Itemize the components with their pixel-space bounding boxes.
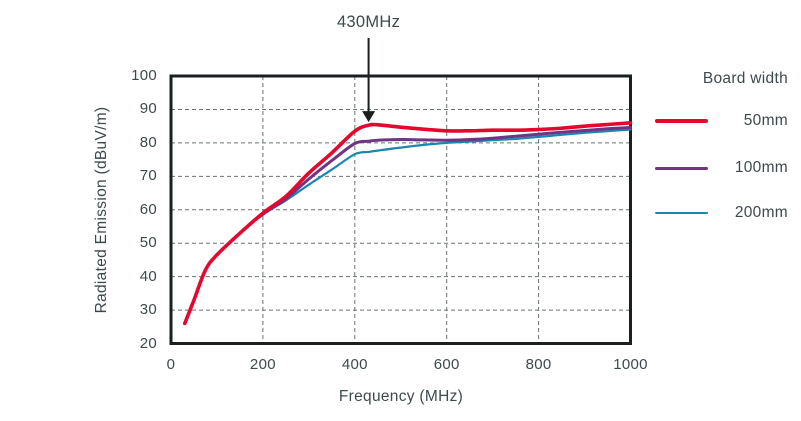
y-tick-label-80: 80 [139, 133, 157, 151]
plot-frame [169, 74, 632, 345]
y-tick-label-90: 90 [139, 100, 157, 118]
x-tick-label-400: 400 [341, 356, 368, 373]
series-line-100mm [183, 126, 632, 325]
legend-swatch-50mm [655, 119, 708, 123]
y-tick-label-40: 40 [139, 267, 157, 285]
x-tick-label-200: 200 [249, 356, 276, 373]
legend-swatch-200mm [655, 212, 708, 214]
annotation-label: 430MHz [336, 13, 401, 31]
legend-item-100mm: 100mm [655, 158, 788, 178]
legend-item-200mm: 200mm [655, 203, 788, 223]
y-tick-label-100: 100 [131, 67, 157, 84]
legend-label-50mm: 50mm [743, 112, 788, 129]
y-tick-label-70: 70 [139, 167, 157, 185]
annotation-arrow-head [362, 111, 376, 123]
legend-swatch-100mm [655, 166, 708, 170]
annotation-arrow [362, 38, 376, 123]
legend-item-50mm: 50mm [655, 111, 788, 131]
series-line-50mm [183, 121, 633, 326]
gridlines [171, 76, 631, 344]
legend-label-200mm: 200mm [734, 204, 788, 221]
x-tick-label-800: 800 [525, 356, 552, 373]
y-tick-label-30: 30 [139, 301, 157, 319]
x-axis-title: Frequency (MHz) [338, 388, 464, 405]
x-tick-label-0: 0 [166, 356, 176, 373]
legend-label-100mm: 100mm [734, 159, 788, 176]
series-line-200mm [183, 128, 632, 325]
legend-title: Board width [702, 70, 788, 87]
y-tick-label-60: 60 [139, 200, 157, 218]
y-tick-label-50: 50 [139, 234, 157, 252]
y-tick-label-20: 20 [139, 334, 157, 352]
x-tick-label-1000: 1000 [613, 356, 648, 373]
x-tick-label-600: 600 [433, 356, 460, 373]
